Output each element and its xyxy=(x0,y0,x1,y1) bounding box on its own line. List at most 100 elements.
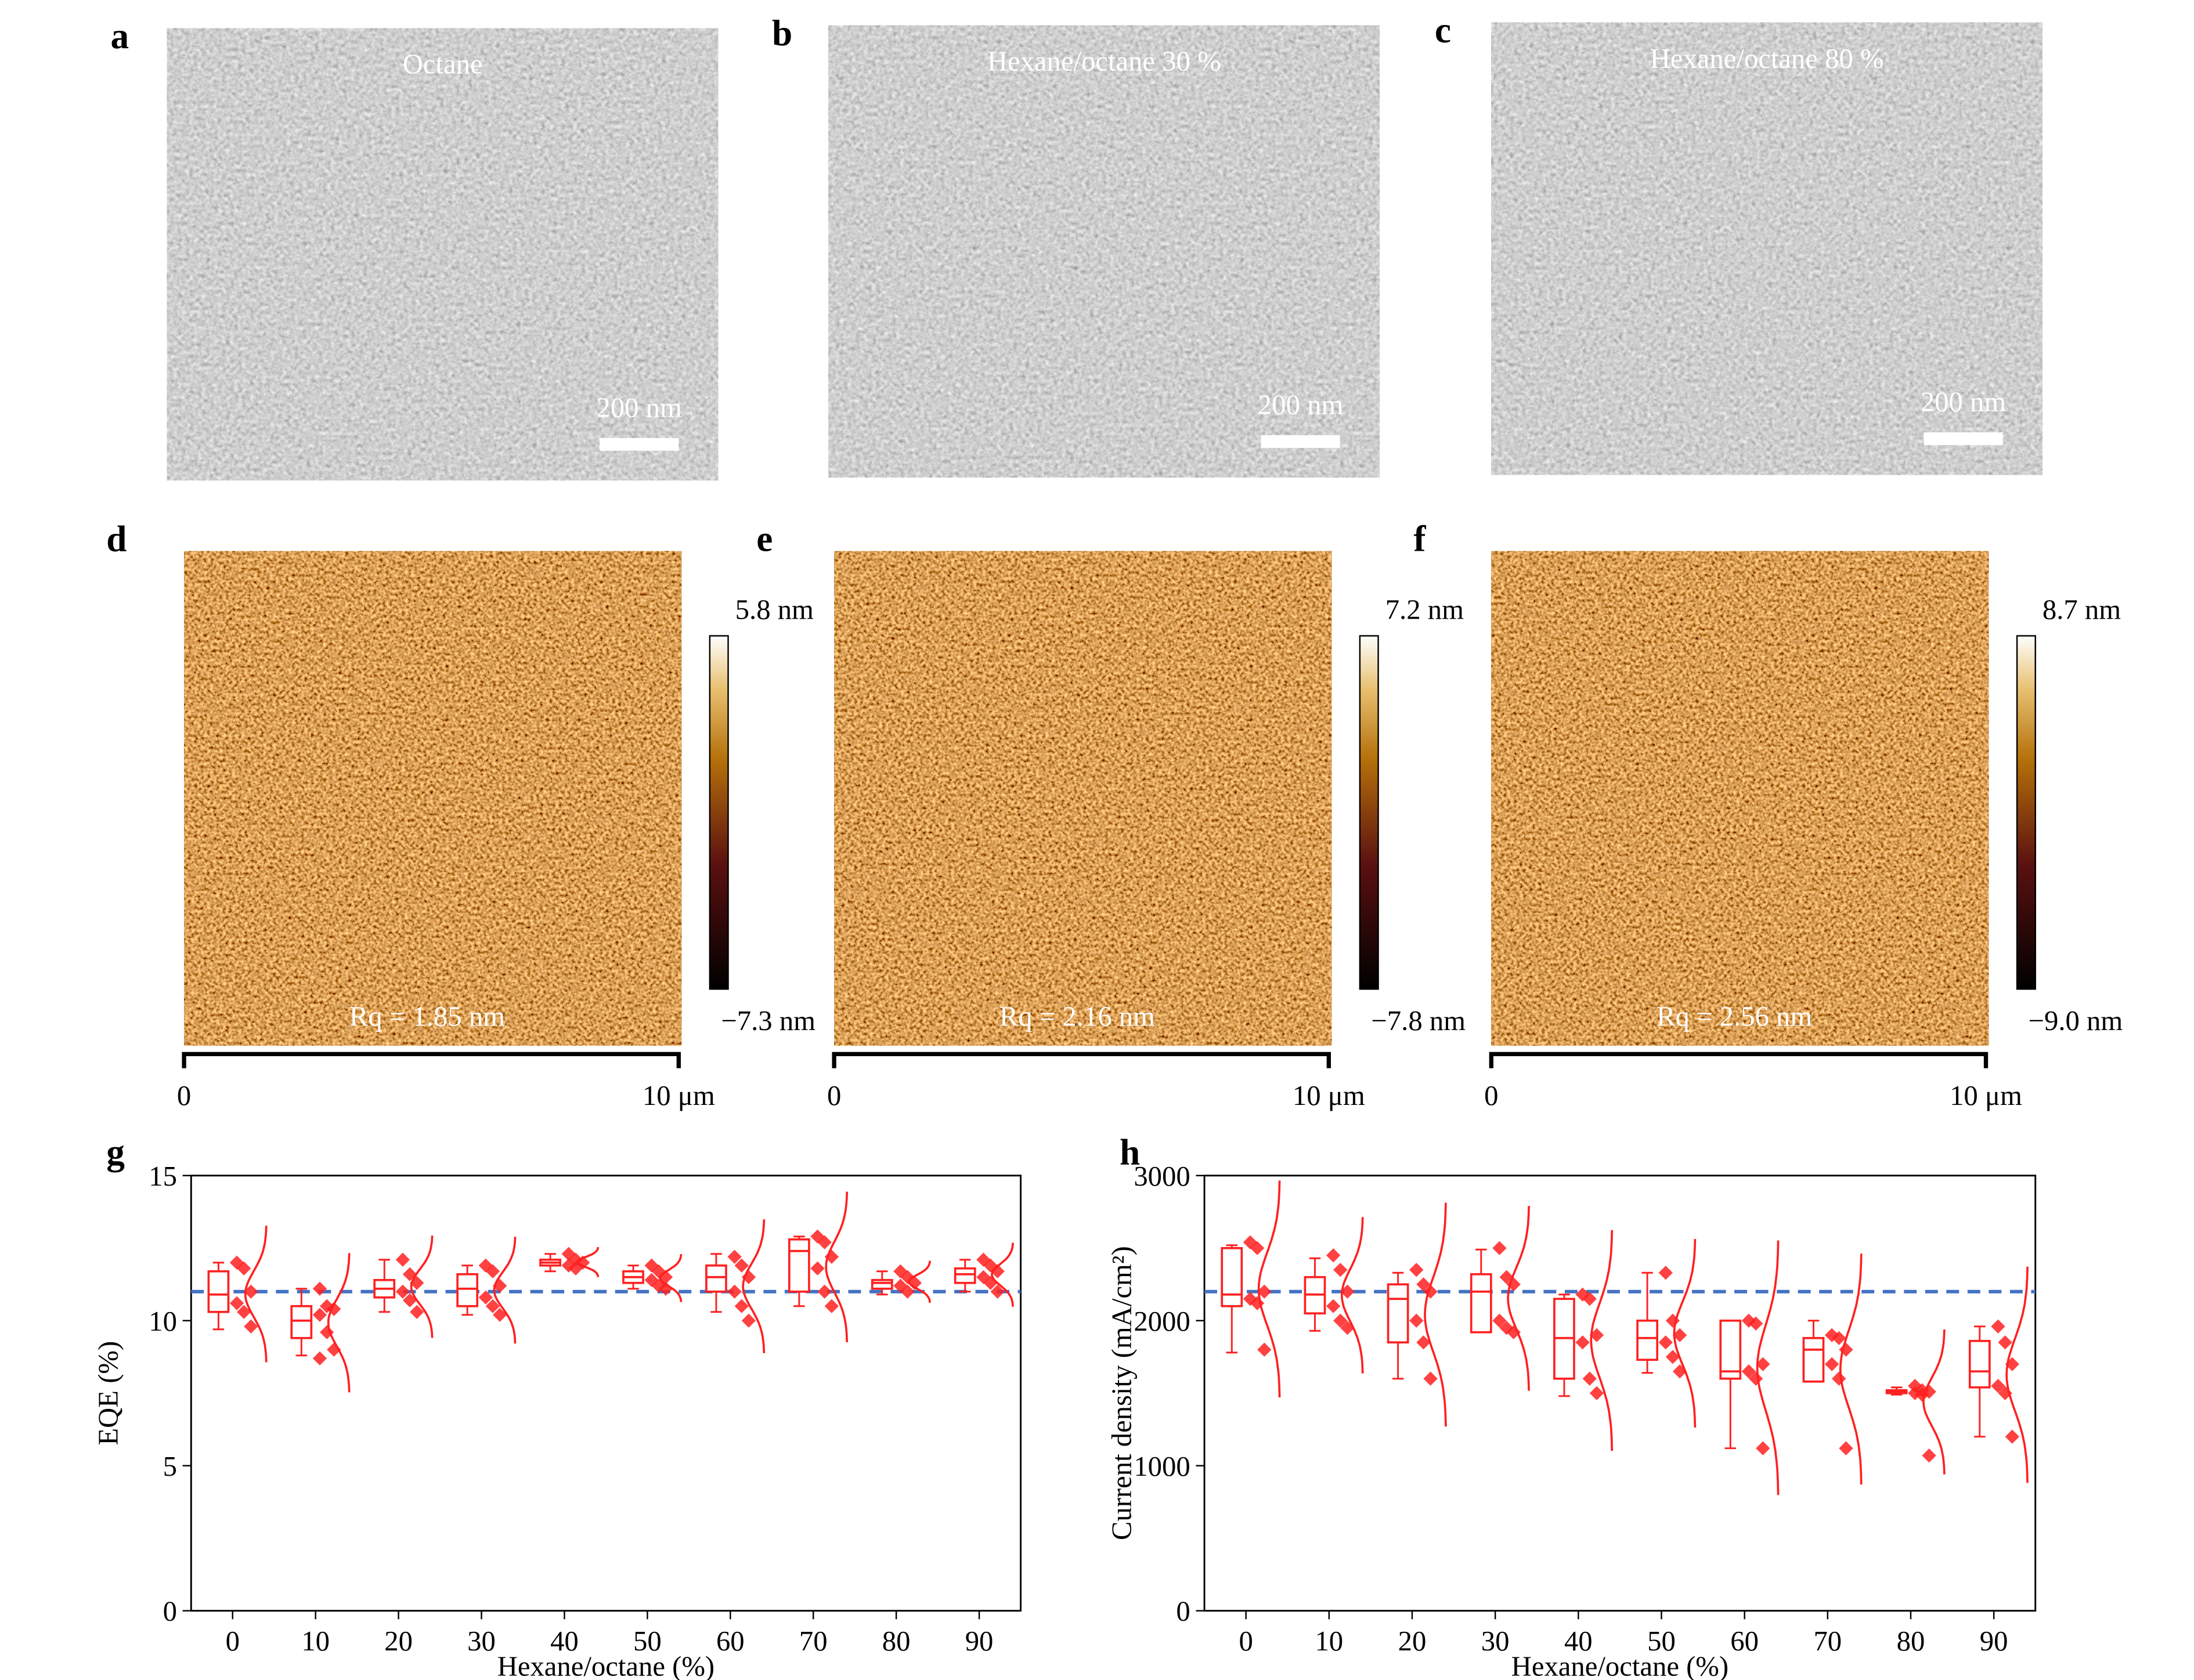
scale-bar xyxy=(1261,435,1340,448)
panel-label: a xyxy=(110,16,129,56)
plot-frame xyxy=(1203,1175,2037,1612)
data-point xyxy=(1832,1371,1846,1386)
sem-caption: Hexane/octane 80 % xyxy=(1650,43,1884,74)
panel-label: d xyxy=(106,519,127,559)
data-point xyxy=(244,1284,258,1299)
afm-image xyxy=(184,551,682,1046)
scale-axis xyxy=(1489,1052,1989,1068)
data-point xyxy=(1250,1241,1265,1255)
density-curve xyxy=(1839,1253,1863,1485)
scale-bar-label: 200 nm xyxy=(1258,389,1344,420)
y-tick-label: 5 xyxy=(163,1451,177,1482)
x-tick-label: 30 xyxy=(1481,1625,1510,1657)
x-tick-label: 10 xyxy=(1315,1625,1343,1657)
density-curve xyxy=(659,1253,683,1302)
data-point xyxy=(1998,1335,2012,1350)
data-point xyxy=(395,1252,410,1267)
y-tick-label: 2000 xyxy=(1134,1306,1190,1337)
data-point xyxy=(900,1284,915,1299)
x-tick-label: 40 xyxy=(550,1625,579,1657)
x-tick-label: 50 xyxy=(1647,1625,1676,1657)
x-tick-label: 0 xyxy=(226,1625,240,1657)
data-point xyxy=(1416,1277,1431,1292)
density-curve xyxy=(244,1226,268,1363)
scale-start: 0 xyxy=(177,1080,191,1111)
sem-image xyxy=(167,28,719,480)
colorbar xyxy=(1359,635,1379,990)
data-point xyxy=(824,1249,839,1264)
data-point xyxy=(817,1284,832,1299)
x-tick-label: 70 xyxy=(799,1625,828,1657)
panel-label: h xyxy=(1120,1132,1140,1172)
data-point xyxy=(1333,1313,1348,1328)
x-axis-label: Hexane/octane (%) xyxy=(497,1651,715,1680)
density-curve xyxy=(1922,1329,1946,1475)
data-point xyxy=(1991,1379,2005,1393)
data-point xyxy=(1658,1266,1673,1280)
colorbar xyxy=(709,635,729,990)
y-tick-label: 1000 xyxy=(1134,1451,1190,1482)
data-point xyxy=(1748,1316,1763,1331)
density-curve xyxy=(1590,1230,1614,1451)
box xyxy=(1470,1273,1492,1334)
x-tick-label: 70 xyxy=(1813,1625,1842,1657)
data-point xyxy=(1257,1284,1272,1299)
colorbar-min: −7.3 nm xyxy=(721,1005,815,1036)
data-point xyxy=(1741,1364,1756,1379)
sem-image xyxy=(1491,22,2043,475)
x-tick-label: 20 xyxy=(384,1625,413,1657)
data-point xyxy=(1423,1371,1438,1386)
data-point xyxy=(1499,1270,1514,1284)
data-point xyxy=(824,1299,839,1313)
data-point xyxy=(1257,1342,1272,1357)
density-curve xyxy=(1673,1239,1697,1428)
scale-start: 0 xyxy=(827,1080,841,1111)
density-curve xyxy=(742,1219,766,1353)
afm-image xyxy=(1491,551,1989,1046)
data-point xyxy=(893,1278,908,1293)
panel-label: b xyxy=(772,13,792,53)
x-tick-label: 90 xyxy=(1980,1625,2008,1657)
box xyxy=(1968,1339,1991,1389)
x-tick-label: 30 xyxy=(467,1625,496,1657)
density-curve xyxy=(1340,1217,1364,1374)
data-point xyxy=(1492,1241,1507,1255)
data-point xyxy=(1409,1313,1424,1328)
density-curve xyxy=(908,1260,932,1303)
x-tick-label: 50 xyxy=(633,1625,662,1657)
scale-bar-label: 200 nm xyxy=(1921,386,2007,418)
data-point xyxy=(1756,1357,1770,1371)
x-axis-label: Hexane/octane (%) xyxy=(1511,1651,1729,1680)
density-curve xyxy=(576,1247,600,1277)
data-point xyxy=(1922,1448,1936,1463)
density-curve xyxy=(1756,1240,1780,1495)
data-point xyxy=(1832,1331,1846,1345)
data-point xyxy=(312,1351,327,1365)
y-axis-label: Current density (mA/cm²) xyxy=(1106,1246,1137,1540)
data-point xyxy=(1582,1292,1597,1306)
density-curve xyxy=(825,1191,849,1343)
colorbar-min: −9.0 nm xyxy=(2029,1005,2123,1036)
y-tick-label: 3000 xyxy=(1134,1161,1190,1192)
y-tick-label: 15 xyxy=(149,1161,177,1192)
data-point xyxy=(395,1284,410,1299)
scale-end: 10 μm xyxy=(643,1080,715,1111)
x-tick-label: 10 xyxy=(301,1625,330,1657)
sem-image xyxy=(828,25,1380,478)
data-point xyxy=(244,1319,258,1334)
data-point xyxy=(1756,1441,1770,1455)
colorbar-min: −7.8 nm xyxy=(1371,1005,1466,1036)
x-tick-label: 60 xyxy=(716,1625,745,1657)
scale-axis xyxy=(832,1052,1331,1068)
data-point xyxy=(1839,1441,1853,1455)
box xyxy=(1221,1247,1243,1307)
data-point xyxy=(810,1261,825,1276)
data-point xyxy=(727,1249,742,1264)
data-point xyxy=(727,1284,742,1299)
y-tick-label: 0 xyxy=(163,1596,177,1627)
data-point xyxy=(1326,1299,1341,1313)
x-tick-label: 80 xyxy=(882,1625,911,1657)
data-point xyxy=(990,1284,1005,1299)
